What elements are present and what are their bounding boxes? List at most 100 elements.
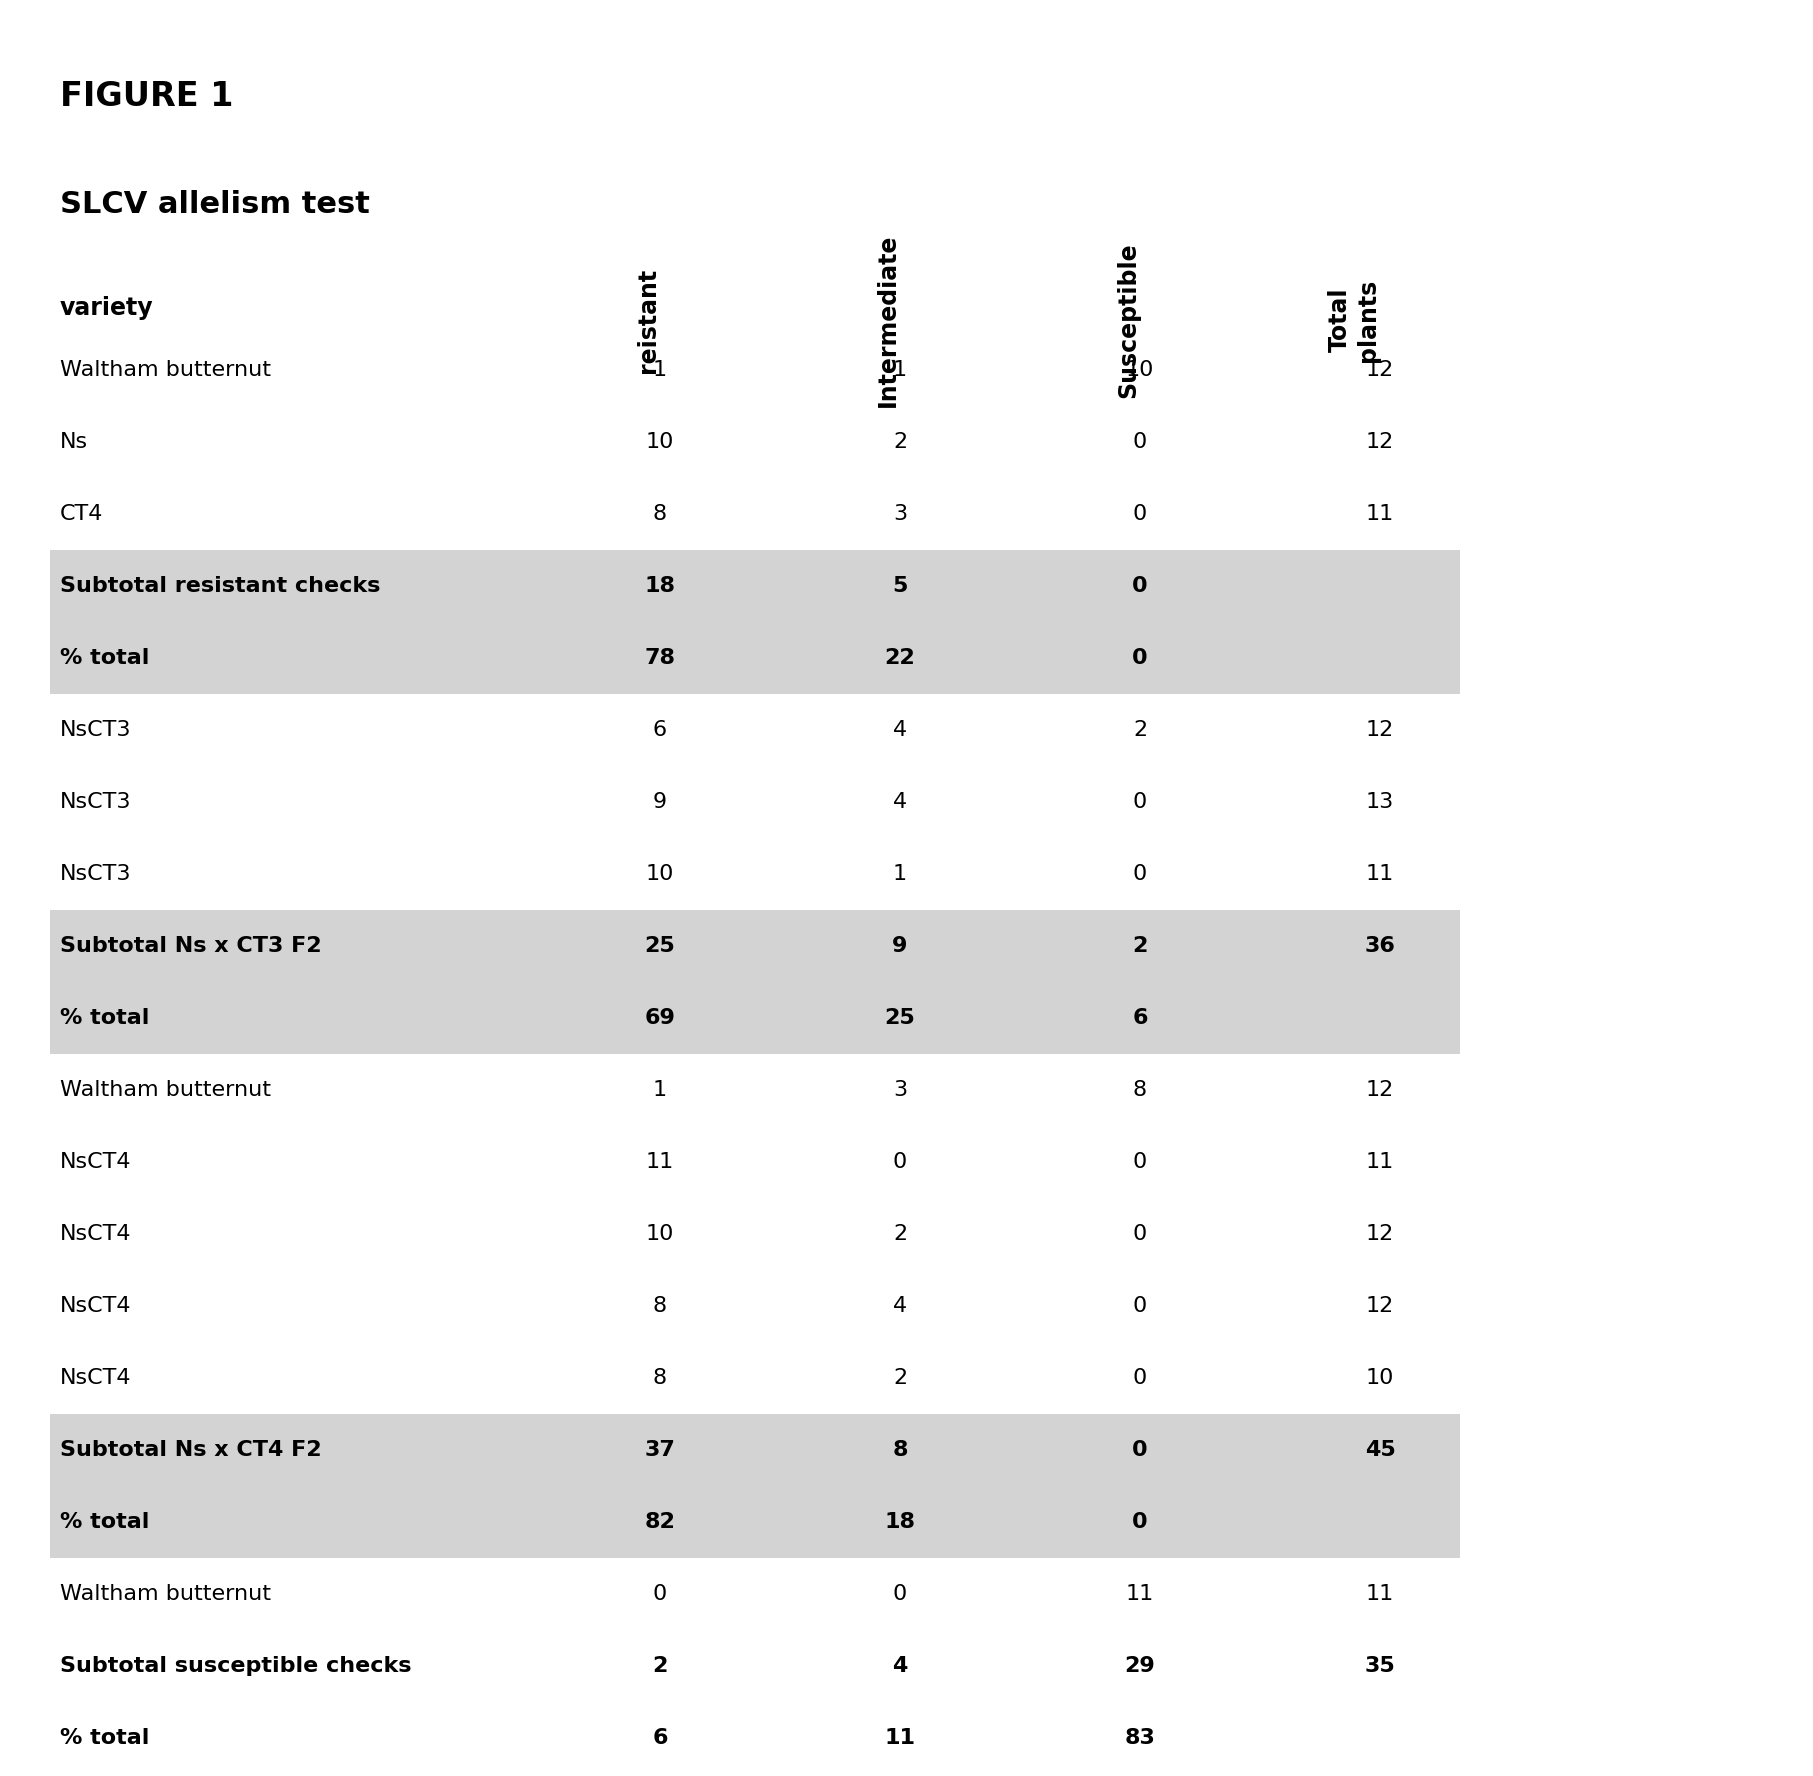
Bar (51, 1487, 1459, 1558)
Text: 0: 0 (1133, 1153, 1148, 1172)
Text: NsCT3: NsCT3 (60, 719, 132, 741)
Text: 0: 0 (1133, 792, 1148, 812)
Text: 11: 11 (645, 1153, 674, 1172)
Text: 8: 8 (892, 1440, 908, 1460)
Text: 0: 0 (1131, 648, 1148, 668)
Text: 2: 2 (1133, 719, 1148, 741)
Text: Subtotal resistant checks: Subtotal resistant checks (60, 575, 381, 597)
Text: 12: 12 (1365, 361, 1394, 380)
Text: 12: 12 (1365, 1080, 1394, 1099)
Text: 36: 36 (1365, 936, 1396, 955)
Text: 0: 0 (1133, 504, 1148, 524)
Text: 4: 4 (894, 792, 906, 812)
Text: Subtotal Ns x CT4 F2: Subtotal Ns x CT4 F2 (60, 1440, 321, 1460)
Text: 12: 12 (1365, 432, 1394, 453)
Bar (51, 551, 1459, 622)
Text: 12: 12 (1365, 719, 1394, 741)
Text: 45: 45 (1365, 1440, 1396, 1460)
Text: 0: 0 (1133, 1296, 1148, 1316)
Text: Waltham butternut: Waltham butternut (60, 1584, 270, 1604)
Text: 10: 10 (645, 432, 674, 453)
Text: 0: 0 (892, 1584, 906, 1604)
Text: 0: 0 (1131, 1511, 1148, 1533)
Text: 9: 9 (653, 792, 667, 812)
Text: 2: 2 (894, 432, 906, 453)
Bar (51, 622, 1459, 694)
Text: NsCT4: NsCT4 (60, 1224, 132, 1243)
Text: 4: 4 (894, 719, 906, 741)
Text: 0: 0 (1133, 1368, 1148, 1389)
Text: 35: 35 (1365, 1655, 1396, 1677)
Text: reistant: reistant (636, 268, 660, 373)
Bar (51, 909, 1459, 982)
Text: 10: 10 (1126, 361, 1155, 380)
Text: 0: 0 (1133, 432, 1148, 453)
Text: CT4: CT4 (60, 504, 103, 524)
Text: NsCT4: NsCT4 (60, 1296, 132, 1316)
Bar (51, 982, 1459, 1053)
Text: 11: 11 (885, 1728, 916, 1748)
Text: FIGURE 1: FIGURE 1 (60, 80, 234, 114)
Text: 22: 22 (885, 648, 916, 668)
Text: 0: 0 (1133, 863, 1148, 884)
Text: 0: 0 (1133, 1224, 1148, 1243)
Text: 11: 11 (1365, 504, 1394, 524)
Text: 11: 11 (1365, 1153, 1394, 1172)
Text: % total: % total (60, 1009, 149, 1028)
Text: 25: 25 (645, 936, 676, 955)
Text: variety: variety (60, 297, 154, 320)
Text: 10: 10 (645, 1224, 674, 1243)
Text: 0: 0 (1131, 1440, 1148, 1460)
Text: 9: 9 (892, 936, 908, 955)
Text: 8: 8 (653, 1296, 667, 1316)
Text: 1: 1 (653, 1080, 667, 1099)
Text: 25: 25 (885, 1009, 916, 1028)
Text: 83: 83 (1124, 1728, 1155, 1748)
Text: 8: 8 (1133, 1080, 1148, 1099)
Text: 18: 18 (885, 1511, 916, 1533)
Text: NsCT4: NsCT4 (60, 1153, 132, 1172)
Text: 82: 82 (645, 1511, 676, 1533)
Text: NsCT4: NsCT4 (60, 1368, 132, 1389)
Text: % total: % total (60, 648, 149, 668)
Text: 18: 18 (644, 575, 676, 597)
Text: 1: 1 (894, 863, 906, 884)
Text: Waltham butternut: Waltham butternut (60, 1080, 270, 1099)
Text: 12: 12 (1365, 1224, 1394, 1243)
Text: 1: 1 (653, 361, 667, 380)
Text: 37: 37 (645, 1440, 676, 1460)
Bar (51, 1414, 1459, 1487)
Text: 8: 8 (653, 1368, 667, 1389)
Text: 4: 4 (892, 1655, 908, 1677)
Text: % total: % total (60, 1511, 149, 1533)
Text: 11: 11 (1365, 863, 1394, 884)
Text: 0: 0 (892, 1153, 906, 1172)
Text: 2: 2 (1133, 936, 1148, 955)
Text: 3: 3 (894, 504, 906, 524)
Text: 11: 11 (1365, 1584, 1394, 1604)
Text: 13: 13 (1365, 792, 1394, 812)
Text: 6: 6 (653, 1728, 667, 1748)
Text: Ns: Ns (60, 432, 89, 453)
Text: 0: 0 (1131, 575, 1148, 597)
Text: 10: 10 (645, 863, 674, 884)
Text: Intermediate: Intermediate (876, 233, 899, 407)
Text: Total
plants: Total plants (1329, 279, 1380, 362)
Text: NsCT3: NsCT3 (60, 792, 132, 812)
Text: 6: 6 (653, 719, 667, 741)
Text: 2: 2 (894, 1224, 906, 1243)
Text: 69: 69 (645, 1009, 676, 1028)
Text: SLCV allelism test: SLCV allelism test (60, 190, 370, 218)
Text: Waltham butternut: Waltham butternut (60, 361, 270, 380)
Text: 11: 11 (1126, 1584, 1155, 1604)
Text: 8: 8 (653, 504, 667, 524)
Text: 2: 2 (894, 1368, 906, 1389)
Text: Subtotal susceptible checks: Subtotal susceptible checks (60, 1655, 412, 1677)
Text: 12: 12 (1365, 1296, 1394, 1316)
Text: NsCT3: NsCT3 (60, 863, 132, 884)
Text: 0: 0 (653, 1584, 667, 1604)
Text: 4: 4 (894, 1296, 906, 1316)
Text: 1: 1 (894, 361, 906, 380)
Text: Subtotal Ns x CT3 F2: Subtotal Ns x CT3 F2 (60, 936, 321, 955)
Text: 2: 2 (653, 1655, 667, 1677)
